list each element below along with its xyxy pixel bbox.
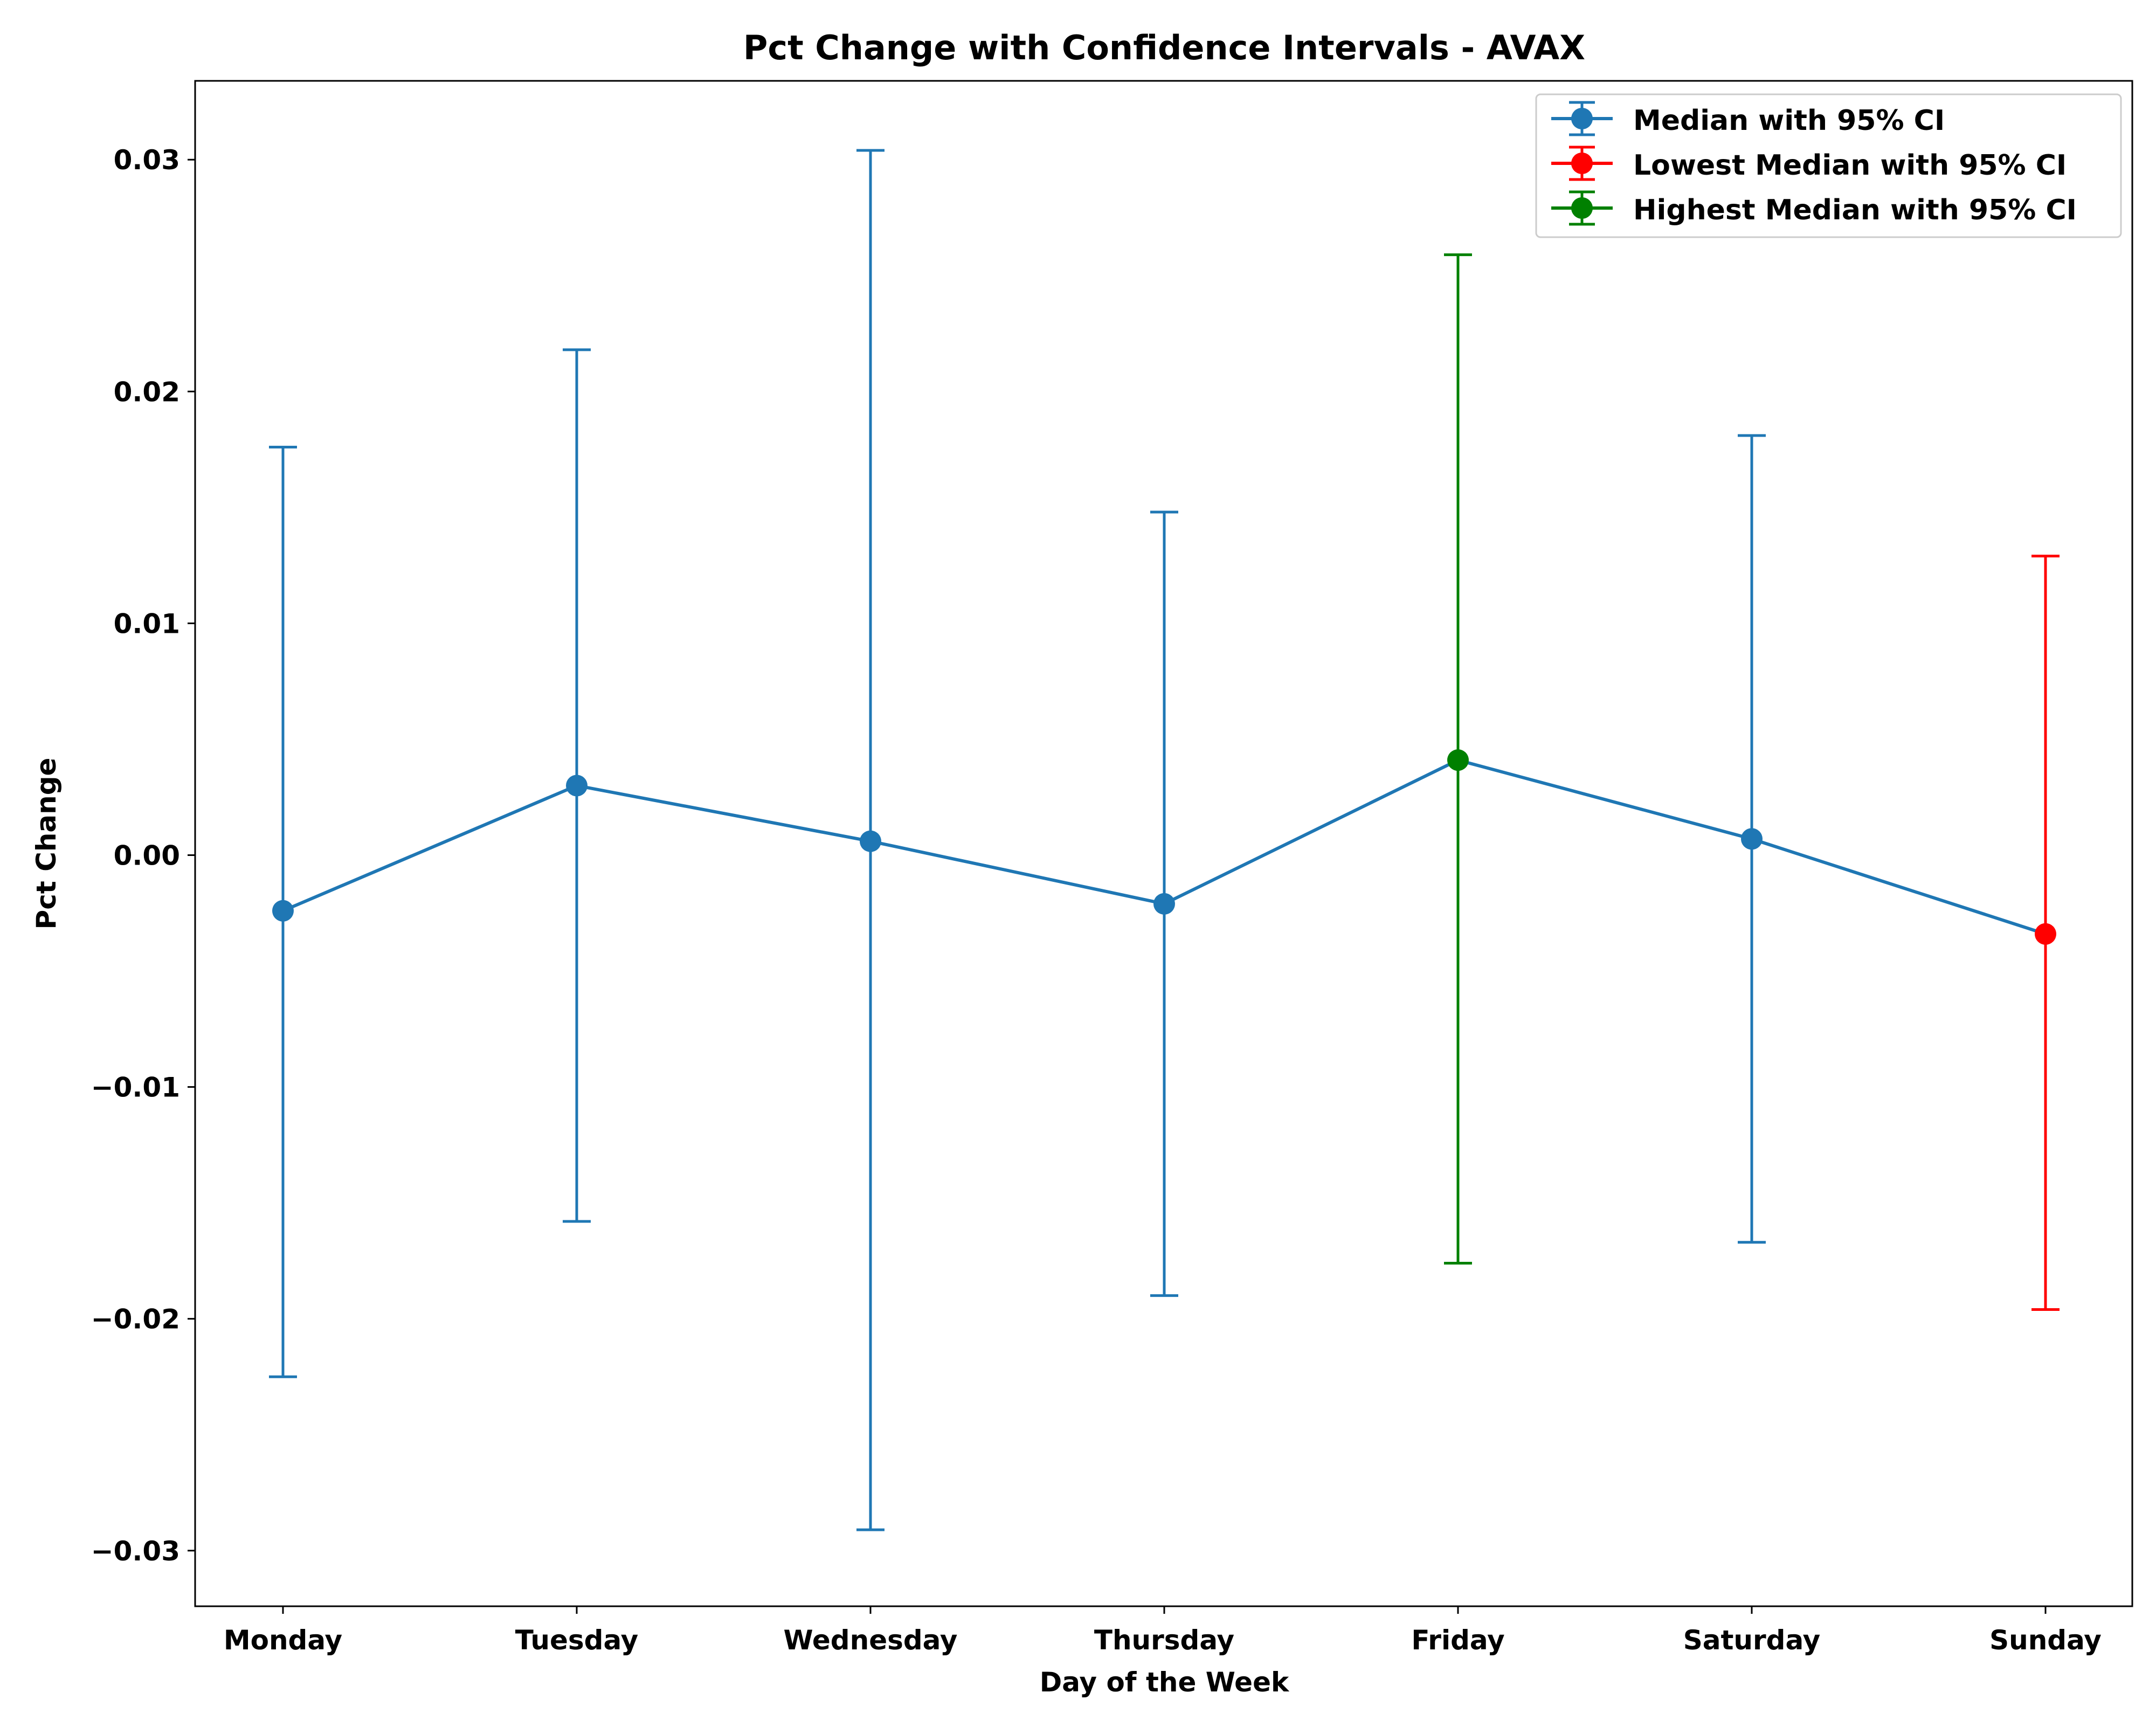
legend-marker — [1571, 153, 1593, 174]
x-axis-label: Day of the Week — [1040, 1667, 1290, 1698]
x-tick-label-friday: Friday — [1411, 1625, 1504, 1656]
legend-label-highest: Highest Median with 95% CI — [1633, 194, 2077, 226]
median-point-friday — [1447, 749, 1469, 771]
legend-box — [1535, 93, 2122, 238]
legend-marker — [1571, 197, 1593, 219]
median-point-wednesday — [860, 830, 881, 852]
median-point-saturday — [1741, 828, 1763, 850]
median-point-sunday — [2035, 923, 2056, 945]
x-tick-label-thursday: Thursday — [1094, 1625, 1234, 1656]
plot-area: −0.03 −0.02 −0.01 0.00 0.01 0.02 0.03 Monday Tue… — [91, 144, 2102, 1656]
legend-symbol-median — [1551, 101, 1613, 136]
y-tick-label: −0.03 — [91, 1536, 180, 1567]
legend-symbol-lowest — [1551, 146, 1613, 181]
x-tick-label-tuesday: Tuesday — [515, 1625, 638, 1656]
x-tick-label-wednesday: Wednesday — [784, 1625, 958, 1656]
legend-label-lowest: Lowest Median with 95% CI — [1633, 149, 2067, 182]
chart-title: Pct Change with Confidence Intervals - A… — [743, 28, 1585, 67]
y-tick-label: 0.02 — [114, 376, 180, 407]
legend: Median with 95% CI Lowest Median with 95… — [1535, 93, 2122, 238]
y-tick-label: 0.03 — [114, 144, 180, 176]
median-point-tuesday — [566, 775, 588, 797]
plot-frame — [194, 80, 2133, 1607]
y-tick-label: −0.01 — [91, 1072, 180, 1103]
legend-marker — [1571, 108, 1593, 129]
x-tick-label-monday: Monday — [224, 1625, 342, 1656]
y-axis-label: Pct Change — [31, 758, 62, 930]
x-tick-label-saturday: Saturday — [1683, 1625, 1821, 1656]
y-tick-label: −0.02 — [91, 1304, 180, 1335]
median-point-monday — [272, 900, 294, 922]
y-tick-label: 0.00 — [114, 840, 180, 872]
legend-entry-lowest: Lowest Median with 95% CI — [1551, 146, 2067, 182]
median-point-thursday — [1153, 893, 1175, 915]
legend-entry-highest: Highest Median with 95% CI — [1551, 190, 2077, 226]
legend-label-median: Median with 95% CI — [1633, 105, 1945, 137]
x-tick-label-sunday: Sunday — [1989, 1625, 2102, 1656]
y-tick-label: 0.01 — [114, 608, 180, 639]
legend-entry-median: Median with 95% CI — [1551, 101, 1945, 137]
legend-symbol-highest — [1551, 190, 1613, 226]
